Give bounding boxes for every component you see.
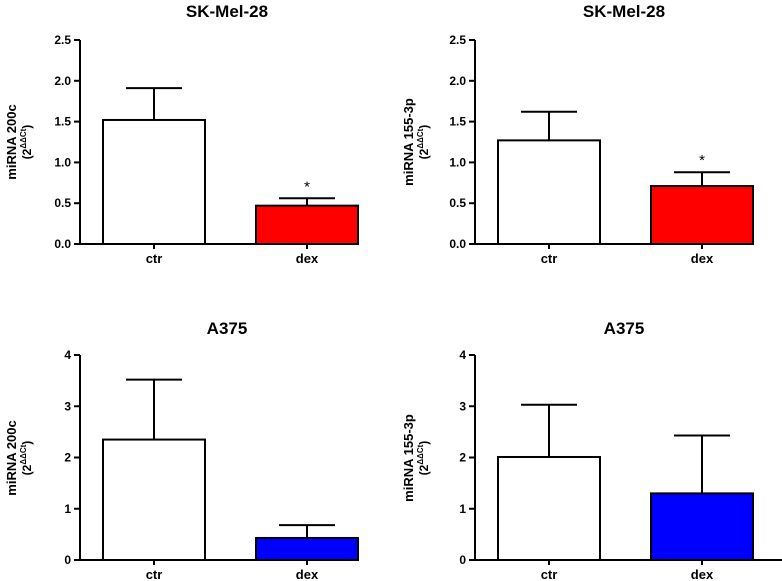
y-axis-unit-close: ) (20, 125, 34, 129)
bar-ctr (497, 139, 601, 245)
x-tick-label-dex: dex (296, 251, 319, 266)
y-axis-unit-exponent: ΔΔCt (19, 444, 28, 464)
y-tick-label: 2.0 (54, 74, 71, 88)
y-axis-unit: (2ΔΔCt) (416, 125, 431, 160)
y-tick-label: 0.0 (449, 237, 466, 251)
x-tick-label-ctr: ctr (541, 567, 558, 581)
y-tick-label: 2.5 (449, 33, 466, 47)
y-tick-label: 4 (459, 348, 466, 362)
y-tick-label: 0.5 (449, 196, 466, 210)
x-tick-label-dex: dex (296, 567, 319, 581)
y-axis-unit-close: ) (417, 125, 431, 129)
y-tick-label: 1.5 (54, 115, 71, 129)
chart-title: SK-Mel-28 (583, 2, 665, 21)
chart-panel-3: A375 miRNA 200c (2ΔΔCt) 0 1 2 3 4 ctr dex (4, 319, 359, 581)
y-tick-label: 0.0 (54, 237, 71, 251)
chart-title: A375 (604, 319, 645, 338)
y-tick-label: 0 (64, 553, 71, 567)
y-axis-unit-exponent: ΔΔCt (416, 444, 425, 464)
y-tick-label: 0.5 (54, 196, 71, 210)
y-tick-label: 1.0 (449, 155, 466, 169)
chart-panel-4: A375 miRNA 155-3p (2ΔΔCt) 0 1 2 3 4 ctr dex (401, 319, 782, 581)
y-axis-label: miRNA 200c (4, 104, 19, 179)
x-tick-label-ctr: ctr (541, 251, 558, 266)
y-axis-unit: (2ΔΔCt) (416, 441, 431, 476)
y-tick-label: 1.0 (54, 155, 71, 169)
y-axis-unit-base: (2 (417, 464, 431, 475)
y-tick-label: 3 (459, 399, 466, 413)
y-axis-unit-base: (2 (417, 148, 431, 159)
bar-dex (255, 536, 359, 562)
y-tick-label: 3 (64, 399, 71, 413)
significance-marker: * (699, 152, 705, 169)
y-axis-unit-close: ) (20, 441, 34, 445)
chart-panel-2: SK-Mel-28 miRNA 155-3p (2ΔΔCt) 0.0 0.5 1.0 1.5… (401, 2, 754, 266)
y-axis-label: miRNA 200c (4, 420, 19, 495)
y-tick-label: 2.0 (449, 74, 466, 88)
x-tick-label-ctr: ctr (146, 567, 163, 581)
y-axis-unit-base: (2 (20, 464, 34, 475)
bar-ctr (102, 438, 206, 561)
y-tick-label: 2 (64, 451, 71, 465)
y-axis-unit: (2ΔΔCt) (19, 125, 34, 160)
y-axis-unit-close: ) (417, 441, 431, 445)
x-tick-label-dex: dex (691, 251, 714, 266)
x-tick-label-ctr: ctr (146, 251, 163, 266)
bar-ctr (102, 118, 206, 245)
bar-dex (650, 492, 754, 561)
y-tick-label: 1 (459, 502, 466, 516)
chart-title: A375 (207, 319, 248, 338)
y-axis-unit-base: (2 (20, 148, 34, 159)
y-axis-unit-exponent: ΔΔCt (416, 128, 425, 148)
significance-marker: * (304, 178, 310, 195)
chart-title: SK-Mel-28 (186, 2, 268, 21)
bar-ctr (497, 455, 601, 561)
bar-dex (650, 185, 754, 245)
y-axis-label: miRNA 155-3p (401, 414, 416, 502)
chart-panel-1: SK-Mel-28 miRNA 200c (2ΔΔCt) 0.0 0.5 1.0 1.5 2.… (4, 2, 359, 266)
y-tick-label: 1.5 (449, 115, 466, 129)
y-axis-unit: (2ΔΔCt) (19, 441, 34, 476)
y-tick-label: 2.5 (54, 33, 71, 47)
y-tick-label: 4 (64, 348, 71, 362)
y-tick-label: 0 (459, 553, 466, 567)
y-tick-label: 2 (459, 451, 466, 465)
bar-dex (255, 204, 359, 245)
y-axis-unit-exponent: ΔΔCt (19, 128, 28, 148)
y-axis-label: miRNA 155-3p (401, 98, 416, 186)
x-tick-label-dex: dex (691, 567, 714, 581)
y-tick-label: 1 (64, 502, 71, 516)
